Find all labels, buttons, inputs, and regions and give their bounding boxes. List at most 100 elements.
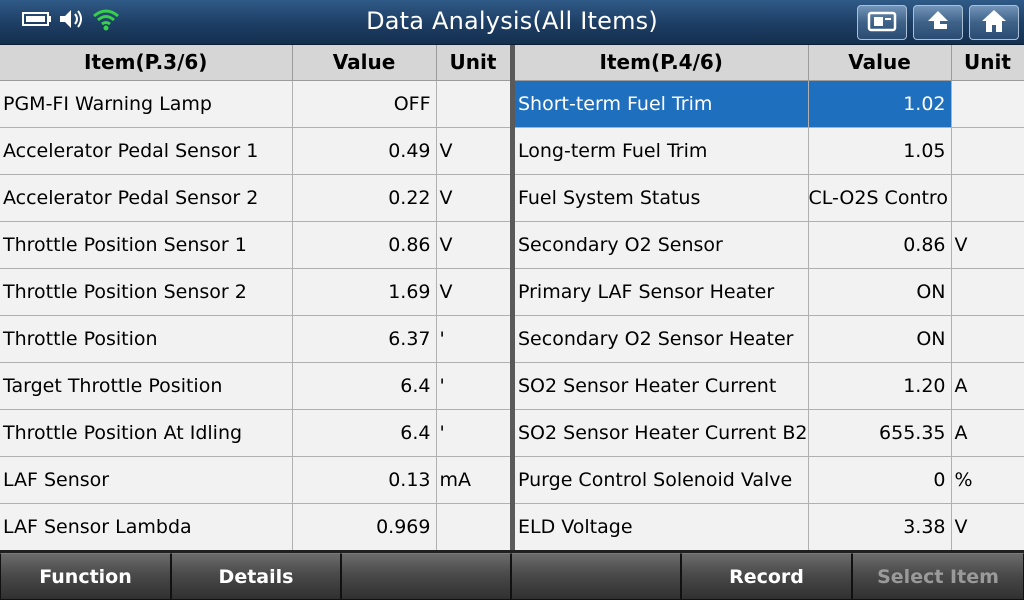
table-row[interactable]: Accelerator Pedal Sensor 2 0.22 V [0, 174, 511, 222]
function-button[interactable]: Function [0, 553, 171, 600]
item-name: Throttle Position [0, 315, 293, 363]
item-name: Accelerator Pedal Sensor 2 [0, 174, 293, 222]
right-data-table: Item(P.4/6) Value Unit Short-term Fuel T… [515, 45, 1024, 551]
item-value: 3.38 [808, 503, 952, 551]
item-name: Throttle Position Sensor 2 [0, 268, 293, 316]
column-header-item: Item(P.3/6) [0, 45, 293, 81]
item-name: Throttle Position At Idling [0, 409, 293, 457]
item-unit [951, 127, 1024, 175]
item-name: SO2 Sensor Heater Current B2 [515, 409, 809, 457]
table-row[interactable]: SO2 Sensor Heater Current 1.20 A [515, 362, 1024, 410]
item-unit: % [951, 456, 1024, 504]
item-value: 0.49 [292, 127, 437, 175]
item-value: ON [808, 315, 952, 363]
battery-icon [22, 11, 52, 31]
title-bar: Data Analysis(All Items) [0, 0, 1024, 45]
item-unit: V [436, 221, 511, 269]
table-row[interactable]: PGM-FI Warning Lamp OFF [0, 80, 511, 128]
item-unit [951, 268, 1024, 316]
column-header-unit: Unit [951, 45, 1024, 81]
column-header-item: Item(P.4/6) [515, 45, 809, 81]
back-icon [923, 9, 953, 37]
item-value: 655.35 [808, 409, 952, 457]
table-row-selected[interactable]: Short-term Fuel Trim 1.02 [515, 80, 1024, 128]
table-row[interactable]: Target Throttle Position 6.4 ' [0, 362, 511, 410]
wifi-icon [92, 7, 120, 35]
table-row[interactable]: Long-term Fuel Trim 1.05 [515, 127, 1024, 175]
item-unit: ' [436, 409, 511, 457]
item-value: 0 [808, 456, 952, 504]
table-row[interactable]: Secondary O2 Sensor 0.86 V [515, 221, 1024, 269]
table-row[interactable]: Throttle Position 6.37 ' [0, 315, 511, 363]
item-value: 0.86 [808, 221, 952, 269]
item-value: 0.969 [292, 503, 437, 551]
item-name: PGM-FI Warning Lamp [0, 80, 293, 128]
table-row[interactable]: ELD Voltage 3.38 V [515, 503, 1024, 551]
table-row[interactable]: LAF Sensor 0.13 mA [0, 456, 511, 504]
item-value: 0.13 [292, 456, 437, 504]
table-row[interactable]: LAF Sensor Lambda 0.969 [0, 503, 511, 551]
item-name: Fuel System Status [515, 174, 809, 222]
panel-divider [510, 45, 515, 550]
table-row[interactable]: Throttle Position Sensor 2 1.69 V [0, 268, 511, 316]
item-value: 1.02 [808, 80, 952, 128]
item-unit: V [951, 221, 1024, 269]
item-value: 6.37 [292, 315, 437, 363]
item-unit: V [436, 174, 511, 222]
item-name: SO2 Sensor Heater Current [515, 362, 809, 410]
select-item-button[interactable]: Select Item [852, 553, 1024, 600]
item-name: Primary LAF Sensor Heater [515, 268, 809, 316]
empty-button-3[interactable] [341, 553, 511, 600]
item-unit: ' [436, 315, 511, 363]
item-unit: V [436, 268, 511, 316]
page-title: Data Analysis(All Items) [366, 7, 658, 35]
table-row[interactable]: SO2 Sensor Heater Current B2 655.35 A [515, 409, 1024, 457]
item-name: LAF Sensor [0, 456, 293, 504]
item-unit [951, 315, 1024, 363]
screenshot-icon [867, 10, 897, 36]
screenshot-button[interactable] [857, 5, 907, 40]
table-row[interactable]: Fuel System Status CL-O2S Contro [515, 174, 1024, 222]
column-header-value: Value [292, 45, 437, 81]
item-value: OFF [292, 80, 437, 128]
back-button[interactable] [913, 5, 963, 40]
speaker-icon [58, 8, 86, 34]
table-row[interactable]: Throttle Position At Idling 6.4 ' [0, 409, 511, 457]
details-button[interactable]: Details [171, 553, 341, 600]
table-header: Item(P.3/6) Value Unit [0, 45, 511, 81]
item-value: 6.4 [292, 362, 437, 410]
column-header-value: Value [808, 45, 952, 81]
item-value: 1.05 [808, 127, 952, 175]
item-name: Throttle Position Sensor 1 [0, 221, 293, 269]
table-row[interactable]: Secondary O2 Sensor Heater ON [515, 315, 1024, 363]
item-name: Accelerator Pedal Sensor 1 [0, 127, 293, 175]
item-value: 1.69 [292, 268, 437, 316]
left-data-table: Item(P.3/6) Value Unit PGM-FI Warning La… [0, 45, 511, 551]
empty-button-4[interactable] [511, 553, 681, 600]
item-unit: mA [436, 456, 511, 504]
table-row[interactable]: Primary LAF Sensor Heater ON [515, 268, 1024, 316]
item-name: ELD Voltage [515, 503, 809, 551]
item-name: Short-term Fuel Trim [515, 80, 809, 128]
table-header: Item(P.4/6) Value Unit [515, 45, 1024, 81]
item-name: Secondary O2 Sensor [515, 221, 809, 269]
item-unit: V [436, 127, 511, 175]
home-button[interactable] [969, 5, 1019, 40]
item-name: Long-term Fuel Trim [515, 127, 809, 175]
item-value: 1.20 [808, 362, 952, 410]
item-value: 0.22 [292, 174, 437, 222]
item-name: Purge Control Solenoid Valve [515, 456, 809, 504]
item-unit: A [951, 362, 1024, 410]
item-unit [951, 80, 1024, 128]
function-bar: Function Details Record Select Item [0, 550, 1024, 600]
item-unit: ' [436, 362, 511, 410]
table-row[interactable]: Throttle Position Sensor 1 0.86 V [0, 221, 511, 269]
item-name: LAF Sensor Lambda [0, 503, 293, 551]
item-value: 0.86 [292, 221, 437, 269]
table-row[interactable]: Accelerator Pedal Sensor 1 0.49 V [0, 127, 511, 175]
table-row[interactable]: Purge Control Solenoid Valve 0% [515, 456, 1024, 504]
item-unit [436, 80, 511, 128]
item-unit [436, 503, 511, 551]
item-value: ON [808, 268, 952, 316]
record-button[interactable]: Record [681, 553, 852, 600]
